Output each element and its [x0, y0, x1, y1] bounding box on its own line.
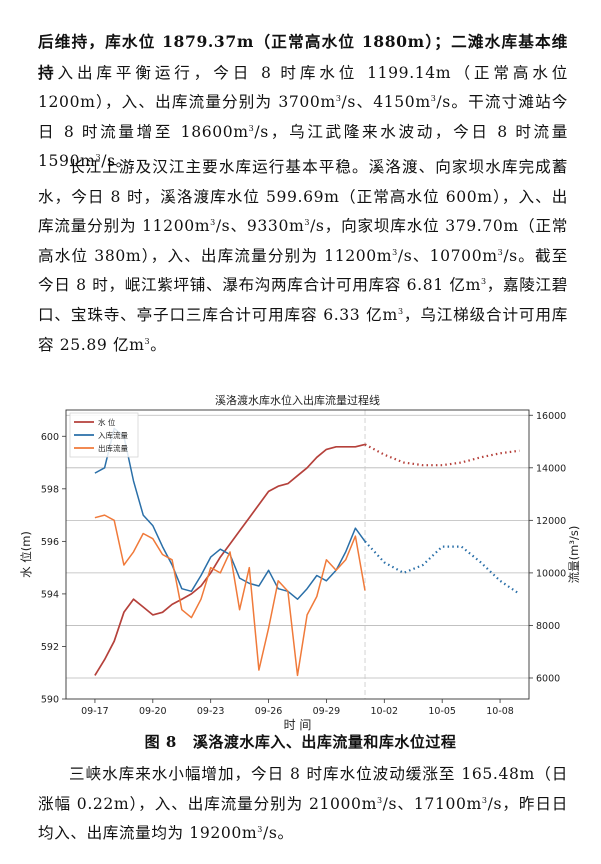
- paragraph-3: 三峡水库来水小幅增加，今日 8 时库水位波动缓涨至 165.48m（日涨幅 0.…: [38, 765, 568, 843]
- x-tick-label-0: 09-17: [81, 706, 109, 717]
- right-tick-label-5: 16000: [536, 411, 566, 422]
- series-1-line: [364, 443, 520, 467]
- legend-label-2: 出库流量: [98, 443, 128, 453]
- right-tick-label-3: 12000: [536, 516, 566, 527]
- plot-frame: [65, 409, 530, 700]
- x-tick-label-7: 10-08: [486, 706, 514, 717]
- right-tick-label-0: 6000: [536, 673, 560, 684]
- right-axis-label: 流量(m³/s): [567, 526, 581, 584]
- x-axis-label: 时 间: [284, 718, 312, 732]
- left-axis-label: 水 位(m): [19, 531, 33, 578]
- right-tick-label-1: 8000: [536, 621, 560, 632]
- right-tick-label-2: 10000: [536, 568, 566, 579]
- right-tick-label-4: 14000: [536, 463, 566, 474]
- legend-label-0: 水 位: [98, 417, 116, 427]
- left-tick-label-5: 600: [41, 432, 59, 443]
- series-0-line: [94, 443, 366, 676]
- figure-caption-text: 溪洛渡水库入、出库流量和库水位过程: [192, 733, 457, 751]
- figure-number: 图 8: [144, 733, 177, 751]
- series-3-line: [364, 540, 521, 595]
- left-tick-label-1: 592: [41, 642, 59, 653]
- paragraph-1: 后维持，库水位 1879.37m（正常高水位 1880m）；二滩水库基本维持入出…: [38, 32, 569, 171]
- left-tick-label-3: 596: [41, 537, 59, 548]
- x-tick-label-5: 10-02: [371, 706, 399, 717]
- paragraph-1-lead: 后维持，库水位 1879.37m（正常高水位 1880m）；二滩水库基本维持: [38, 32, 568, 82]
- left-tick-label-0: 590: [41, 695, 59, 706]
- chart-title: 溪洛渡水库水位入出库流量过程线: [215, 393, 380, 407]
- x-tick-label-1: 09-20: [139, 706, 167, 717]
- legend-label-1: 入库流量: [98, 430, 128, 440]
- left-tick-label-4: 598: [41, 484, 59, 495]
- left-tick-label-2: 594: [41, 589, 59, 600]
- x-tick-label-3: 09-26: [255, 706, 283, 717]
- x-tick-label-6: 10-05: [428, 706, 456, 717]
- paragraph-2: 长江上游及汉江主要水库运行基本平稳。溪洛渡、向家坝水库完成蓄水，今日 8 时，溪…: [38, 158, 568, 354]
- x-tick-label-2: 09-23: [197, 706, 225, 717]
- series-4-line: [94, 514, 366, 677]
- x-tick-label-4: 09-29: [313, 706, 341, 717]
- figure-caption: 图 8 溪洛渡水库入、出库流量和库水位过程: [0, 731, 601, 752]
